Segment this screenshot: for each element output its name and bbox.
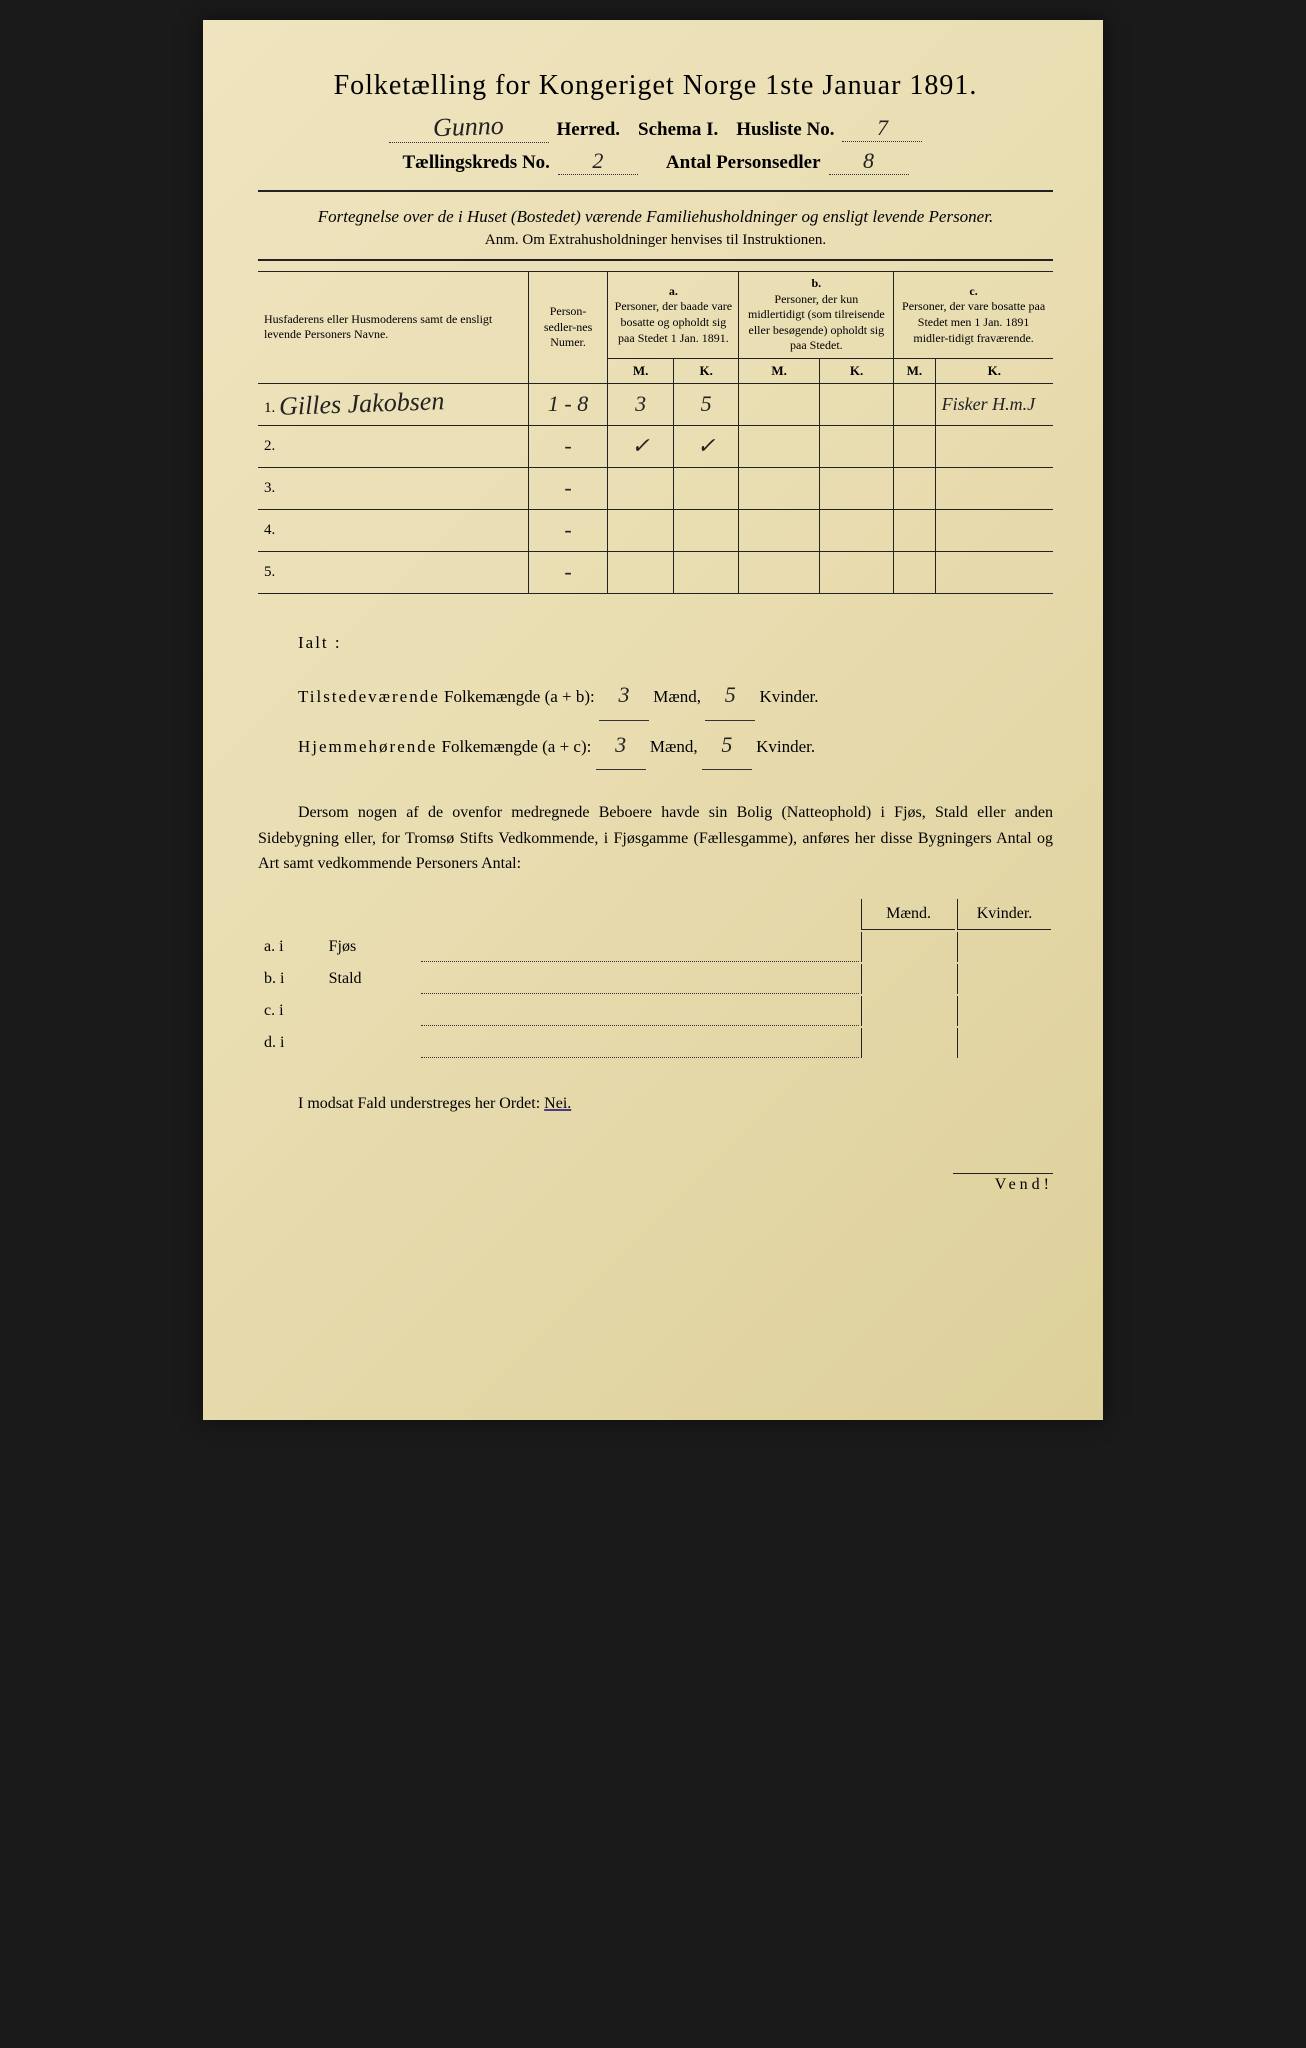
description-text: Fortegnelse over de i Huset (Bostedet) v… xyxy=(258,207,1053,227)
husliste-label: Husliste No. xyxy=(736,119,834,141)
table-row: 5. - xyxy=(258,551,1053,593)
table-row: 4. - xyxy=(258,509,1053,551)
building-paragraph: Dersom nogen af de ovenfor medregnede Be… xyxy=(258,800,1053,877)
col-a: a.Personer, der baade vare bosatte og op… xyxy=(608,272,739,359)
anm-text: Anm. Om Extrahusholdninger henvises til … xyxy=(258,232,1053,249)
nei-line: I modsat Fald understreges her Ordet: Ne… xyxy=(298,1095,1053,1113)
subtitle-2: Tællingskreds No. 2 Antal Personsedler 8 xyxy=(258,148,1053,175)
vend-label: Vend! xyxy=(953,1173,1053,1194)
kvinder-header: Kvinder. xyxy=(957,899,1051,930)
table-row: 1. Gilles Jakobsen1 - 835Fisker H.m.J xyxy=(258,383,1053,425)
divider xyxy=(258,190,1053,192)
summary-line-1: Tilstedeværende Folkemængde (a + b): 3 M… xyxy=(298,671,1053,720)
mk-header: M. xyxy=(608,358,674,383)
col-c: c.Personer, der vare bosatte paa Stedet … xyxy=(894,272,1053,359)
summary-block: Ialt : Tilstedeværende Folkemængde (a + … xyxy=(298,624,1053,770)
herred-value: Gunno xyxy=(433,111,505,143)
maend-header: Mænd. xyxy=(861,899,955,930)
nei-word: Nei. xyxy=(544,1095,571,1112)
mk-header: K. xyxy=(819,358,893,383)
mk-header: K. xyxy=(673,358,739,383)
subtitle-1: Gunno Herred. Schema I. Husliste No. 7 xyxy=(258,112,1053,143)
schema-label: Schema I. xyxy=(638,119,718,141)
census-form-page: Folketælling for Kongeriget Norge 1ste J… xyxy=(203,20,1103,1420)
building-row: d. i xyxy=(260,1028,1051,1058)
building-row: c. i xyxy=(260,996,1051,1026)
antal-label: Antal Personsedler xyxy=(666,152,821,174)
census-table: Husfaderens eller Husmoderens samt de en… xyxy=(258,271,1053,594)
table-row: 3. - xyxy=(258,467,1053,509)
building-row: b. iStald xyxy=(260,964,1051,994)
kreds-no: 2 xyxy=(592,148,603,173)
divider xyxy=(258,259,1053,261)
page-title: Folketælling for Kongeriget Norge 1ste J… xyxy=(258,70,1053,102)
mk-header: K. xyxy=(935,358,1053,383)
kreds-label: Tællingskreds No. xyxy=(402,152,549,174)
table-row: 2. -✓✓ xyxy=(258,425,1053,467)
building-table: Mænd. Kvinder. a. iFjøsb. iStaldc. id. i xyxy=(258,897,1053,1060)
mk-header: M. xyxy=(894,358,935,383)
ialt-label: Ialt : xyxy=(298,624,1053,661)
summary-line-2: Hjemmehørende Folkemængde (a + c): 3 Mæn… xyxy=(298,721,1053,770)
mk-header: M. xyxy=(739,358,819,383)
building-row: a. iFjøs xyxy=(260,932,1051,962)
col-numer: Person-sedler-nes Numer. xyxy=(528,272,608,384)
husliste-no: 7 xyxy=(877,115,888,140)
col-names: Husfaderens eller Husmoderens samt de en… xyxy=(258,272,528,384)
col-b: b.Personer, der kun midlertidigt (som ti… xyxy=(739,272,894,359)
antal-no: 8 xyxy=(863,148,874,173)
herred-label: Herred. xyxy=(557,119,621,141)
